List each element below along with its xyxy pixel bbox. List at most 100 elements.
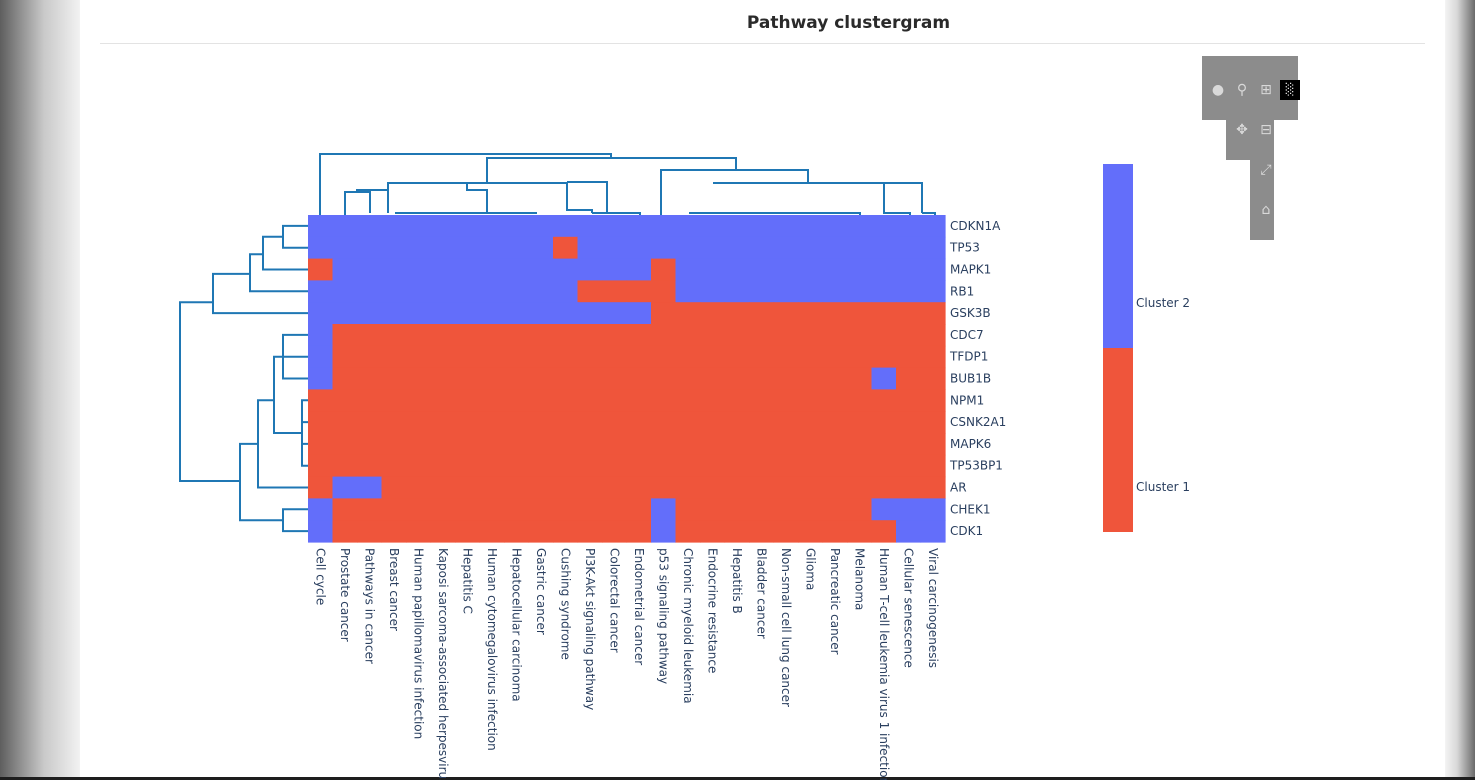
heatmap-cell[interactable] — [504, 433, 530, 456]
heatmap-cell[interactable] — [896, 345, 922, 369]
pan-icon[interactable]: ✥ — [1236, 122, 1248, 138]
heatmap-cell[interactable] — [798, 454, 824, 478]
heatmap-cell[interactable] — [675, 236, 701, 260]
heatmap-cell[interactable] — [357, 411, 383, 434]
heatmap-cell[interactable] — [381, 345, 407, 369]
heatmap-cell[interactable] — [920, 236, 946, 260]
heatmap-cell[interactable] — [822, 258, 848, 281]
heatmap-cell[interactable] — [553, 498, 579, 521]
heatmap-cell[interactable] — [896, 411, 922, 434]
heatmap-cell[interactable] — [381, 367, 407, 390]
heatmap-cell[interactable] — [332, 280, 358, 303]
heatmap-cell[interactable] — [528, 454, 554, 478]
heatmap-cell[interactable] — [381, 324, 407, 347]
heatmap-cell[interactable] — [430, 476, 456, 499]
heatmap-cell[interactable] — [528, 215, 554, 238]
heatmap-cell[interactable] — [577, 280, 603, 303]
heatmap-cell[interactable] — [847, 476, 873, 499]
heatmap-cell[interactable] — [308, 258, 334, 281]
heatmap-cell[interactable] — [749, 280, 775, 303]
heatmap-cell[interactable] — [381, 302, 407, 325]
heatmap-cell[interactable] — [651, 454, 677, 478]
heatmap-cell[interactable] — [381, 258, 407, 281]
heatmap-cell[interactable] — [700, 236, 726, 260]
heatmap-cell[interactable] — [798, 520, 824, 543]
heatmap-cell[interactable] — [626, 367, 652, 390]
heatmap-cell[interactable] — [847, 215, 873, 238]
plotly-logo-icon[interactable]: ░ — [1280, 80, 1300, 100]
reset-axes-icon[interactable]: ⌂ — [1261, 202, 1271, 218]
heatmap-cell[interactable] — [700, 389, 726, 412]
heatmap-cell[interactable] — [577, 258, 603, 281]
heatmap-cell[interactable] — [822, 236, 848, 260]
heatmap-cell[interactable] — [308, 411, 334, 434]
heatmap-cell[interactable] — [724, 345, 750, 369]
heatmap-cell[interactable] — [847, 498, 873, 521]
heatmap-cell[interactable] — [479, 476, 505, 499]
heatmap-cell[interactable] — [577, 520, 603, 543]
heatmap-cell[interactable] — [675, 367, 701, 390]
heatmap-cell[interactable] — [700, 367, 726, 390]
heatmap-cell[interactable] — [381, 389, 407, 412]
heatmap-cell[interactable] — [504, 345, 530, 369]
heatmap-cell[interactable] — [847, 367, 873, 390]
heatmap-cell[interactable] — [871, 454, 897, 478]
heatmap-cell[interactable] — [847, 454, 873, 478]
heatmap-cell[interactable] — [798, 476, 824, 499]
heatmap-cell[interactable] — [602, 258, 628, 281]
heatmap-cell[interactable] — [455, 498, 481, 521]
heatmap-cell[interactable] — [871, 476, 897, 499]
heatmap-cell[interactable] — [479, 324, 505, 347]
heatmap-cell[interactable] — [871, 280, 897, 303]
heatmap-cell[interactable] — [430, 280, 456, 303]
heatmap-cell[interactable] — [675, 411, 701, 434]
heatmap-cell[interactable] — [528, 258, 554, 281]
heatmap-cell[interactable] — [430, 498, 456, 521]
heatmap-cell[interactable] — [455, 476, 481, 499]
heatmap-cell[interactable] — [920, 345, 946, 369]
heatmap-cell[interactable] — [308, 433, 334, 456]
heatmap-cell[interactable] — [920, 433, 946, 456]
heatmap-cell[interactable] — [308, 454, 334, 478]
heatmap-cell[interactable] — [798, 498, 824, 521]
heatmap-cell[interactable] — [920, 258, 946, 281]
heatmap-cell[interactable] — [749, 215, 775, 238]
heatmap-cell[interactable] — [724, 280, 750, 303]
heatmap-cell[interactable] — [798, 258, 824, 281]
heatmap-cell[interactable] — [822, 302, 848, 325]
heatmap-cell[interactable] — [357, 454, 383, 478]
heatmap-cell[interactable] — [675, 324, 701, 347]
camera-icon[interactable]: ● — [1211, 82, 1225, 98]
heatmap-cell[interactable] — [528, 324, 554, 347]
heatmap-cell[interactable] — [553, 258, 579, 281]
heatmap-cell[interactable] — [406, 411, 432, 434]
heatmap-cell[interactable] — [308, 280, 334, 303]
heatmap-cell[interactable] — [553, 324, 579, 347]
heatmap-cell[interactable] — [773, 476, 799, 499]
zoom-icon[interactable]: ⚲ — [1236, 82, 1248, 98]
heatmap-cell[interactable] — [602, 367, 628, 390]
heatmap-cell[interactable] — [773, 302, 799, 325]
heatmap-cell[interactable] — [675, 389, 701, 412]
heatmap-cell[interactable] — [357, 236, 383, 260]
heatmap-cell[interactable] — [626, 433, 652, 456]
heatmap-cell[interactable] — [749, 345, 775, 369]
heatmap-cell[interactable] — [455, 236, 481, 260]
heatmap-cell[interactable] — [308, 236, 334, 260]
heatmap-cell[interactable] — [700, 280, 726, 303]
heatmap-cell[interactable] — [381, 215, 407, 238]
heatmap-cell[interactable] — [773, 389, 799, 412]
heatmap-cell[interactable] — [749, 454, 775, 478]
heatmap-cell[interactable] — [553, 236, 579, 260]
heatmap-cell[interactable] — [602, 476, 628, 499]
heatmap-cell[interactable] — [381, 520, 407, 543]
heatmap-cell[interactable] — [479, 302, 505, 325]
heatmap-cell[interactable] — [651, 345, 677, 369]
heatmap-cell[interactable] — [430, 520, 456, 543]
heatmap-cell[interactable] — [332, 345, 358, 369]
heatmap-cell[interactable] — [675, 280, 701, 303]
heatmap-cell[interactable] — [822, 454, 848, 478]
heatmap-cell[interactable] — [798, 411, 824, 434]
heatmap-cell[interactable] — [308, 498, 334, 521]
